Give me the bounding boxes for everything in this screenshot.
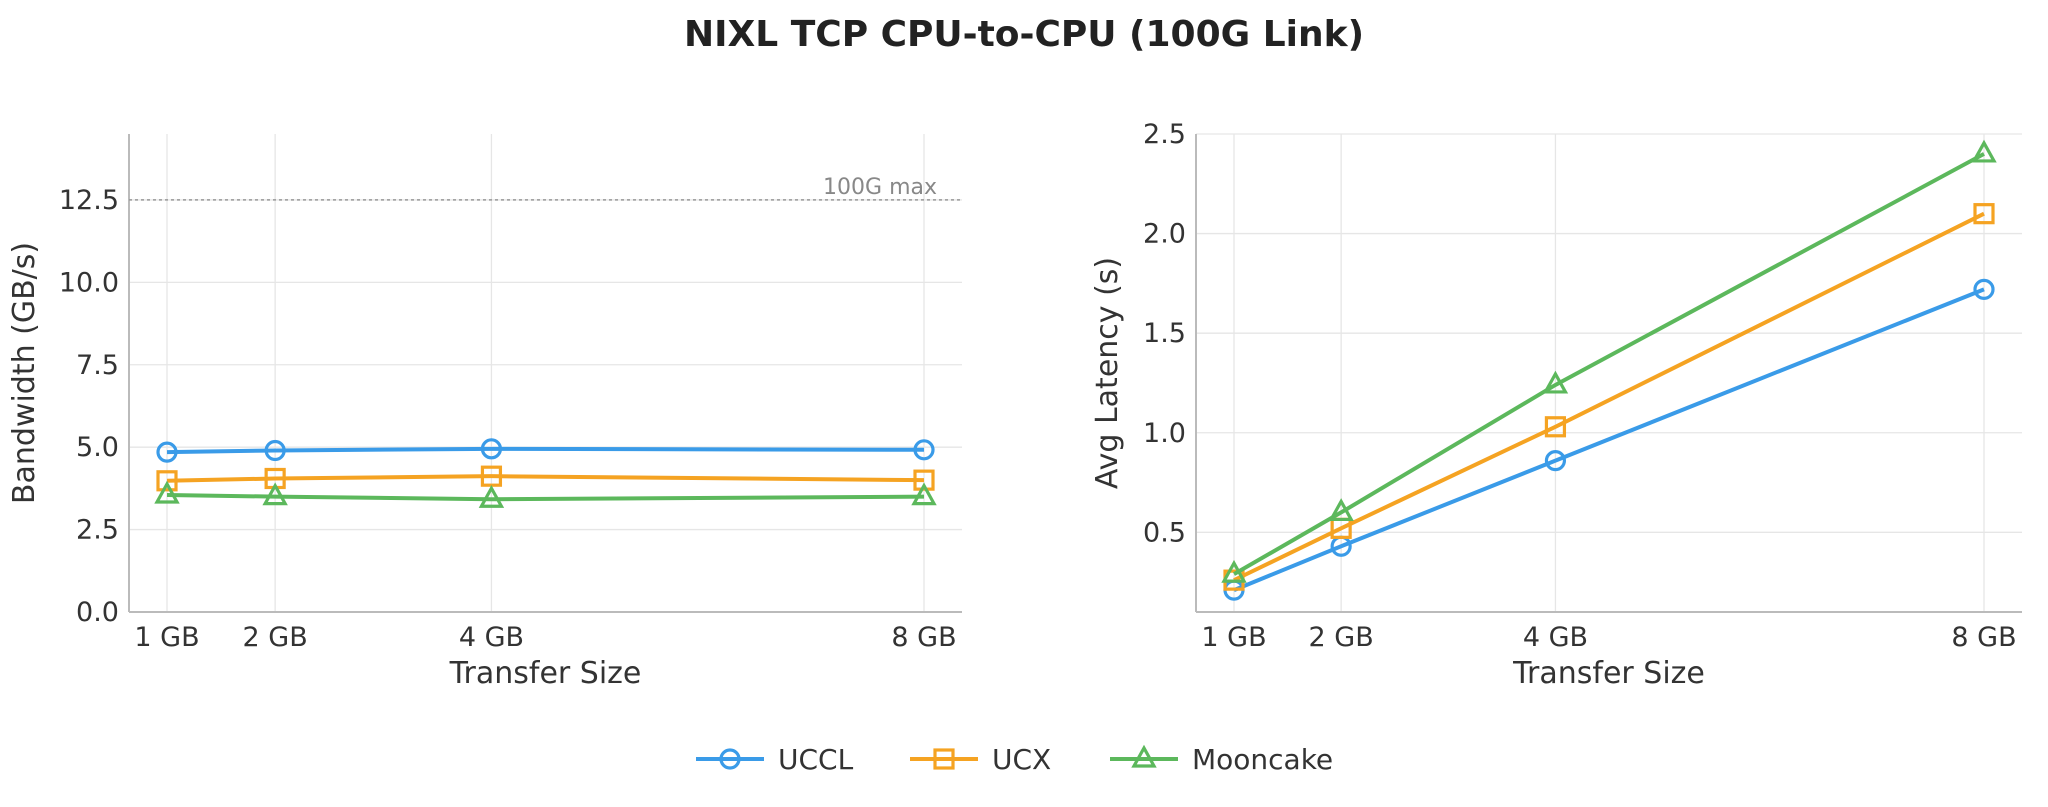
x-tick-label: 1 GB xyxy=(1201,622,1266,653)
series-uccl xyxy=(156,438,935,463)
x-tick-label: 4 GB xyxy=(1523,622,1588,653)
x-tick-label: 4 GB xyxy=(459,622,524,653)
y-tick-label: 0.0 xyxy=(76,597,119,628)
y-tick-label: 1.0 xyxy=(1143,418,1186,449)
data-point-mooncake xyxy=(1221,559,1247,583)
x-tick-label: 1 GB xyxy=(134,622,199,653)
series-line-uccl xyxy=(166,446,925,455)
legend-label: UCX xyxy=(992,743,1051,776)
series-ucx xyxy=(1223,203,1995,591)
series-line-mooncake xyxy=(1233,152,1985,576)
series-mooncake xyxy=(154,480,937,508)
legend-marker xyxy=(1131,744,1157,768)
y-tick-label: 2.5 xyxy=(1143,119,1186,150)
data-point-uccl xyxy=(1973,278,1995,300)
data-point-uccl xyxy=(480,438,503,460)
max-bandwidth-label: 100G max xyxy=(823,175,937,200)
data-point-uccl xyxy=(264,439,286,462)
data-point-uccl xyxy=(1544,450,1567,472)
data-point-ucx xyxy=(1973,203,1995,225)
x-tick-label: 8 GB xyxy=(891,622,956,653)
series-line-mooncake xyxy=(166,492,925,502)
legend-marker xyxy=(719,748,741,770)
legend-marker xyxy=(933,748,955,770)
y-tick-label: 10.0 xyxy=(59,267,119,298)
series-line-ucx xyxy=(1233,211,1985,582)
data-point-ucx xyxy=(156,470,178,492)
legend-label: UCCL xyxy=(778,743,854,776)
legend-entry-uccl: UCCL xyxy=(696,743,854,776)
data-point-ucx xyxy=(913,469,935,491)
data-point-mooncake xyxy=(154,480,180,504)
legend-label: Mooncake xyxy=(1192,743,1333,776)
y-tick-label: 2.5 xyxy=(76,515,119,546)
data-point-mooncake xyxy=(911,482,937,506)
data-point-mooncake xyxy=(262,482,288,506)
data-point-mooncake xyxy=(478,484,505,508)
y-axis-label: Bandwidth (GB/s) xyxy=(7,242,42,504)
series-line-uccl xyxy=(1233,287,1985,592)
latency-chart: 0.5 1.0 1.5 2.0 2.5 1 GB 2 GB 4 GB 8 GB Transfer … xyxy=(1090,119,2022,691)
bandwidth-chart: 0.0 2.5 5.0 7.5 10.0 12.5 1 GB 2 GB 4 GB 8 GB Tran… xyxy=(7,134,962,691)
legend-entry-ucx: UCX xyxy=(910,743,1051,776)
x-axis-label: Transfer Size xyxy=(1512,656,1705,691)
y-tick-label: 2.0 xyxy=(1143,219,1186,250)
x-tick-label: 2 GB xyxy=(1309,622,1374,653)
figure-title: NIXL TCP CPU-to-CPU (100G Link) xyxy=(684,14,1364,55)
data-point-uccl xyxy=(913,439,935,461)
y-tick-label: 12.5 xyxy=(59,185,119,216)
x-tick-label: 8 GB xyxy=(1951,622,2016,653)
x-axis-label: Transfer Size xyxy=(449,656,642,691)
y-tick-label: 7.5 xyxy=(76,350,119,381)
data-point-mooncake xyxy=(1971,139,1997,163)
y-axis-label: Avg Latency (s) xyxy=(1090,257,1125,489)
series-uccl xyxy=(1223,278,1995,601)
y-tick-label: 1.5 xyxy=(1143,318,1186,349)
data-point-ucx xyxy=(1544,416,1567,438)
data-point-mooncake xyxy=(1542,370,1569,394)
y-tick-label: 0.5 xyxy=(1143,517,1186,548)
legend: UCCL UCX Mooncake xyxy=(696,743,1333,776)
y-tick-label: 5.0 xyxy=(76,432,119,463)
series-mooncake xyxy=(1221,139,1997,583)
data-point-uccl xyxy=(156,441,178,463)
legend-entry-mooncake: Mooncake xyxy=(1110,743,1333,776)
x-tick-label: 2 GB xyxy=(243,622,308,653)
series-line-ucx xyxy=(166,474,925,483)
data-point-mooncake xyxy=(1328,498,1354,522)
